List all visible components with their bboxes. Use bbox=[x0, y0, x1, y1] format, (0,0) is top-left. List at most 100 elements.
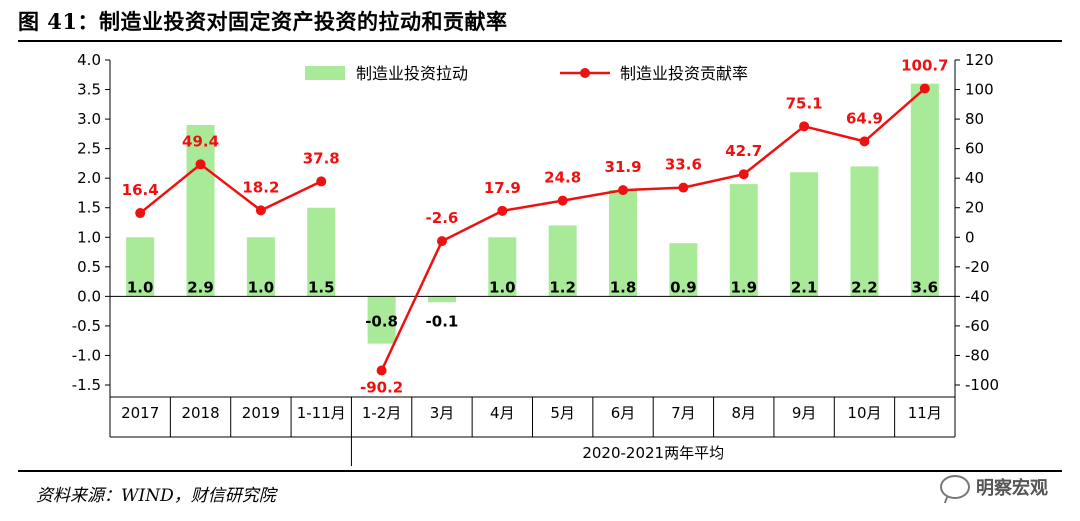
legend-line-label: 制造业投资贡献率 bbox=[620, 64, 748, 83]
left-tick-label-1: 3.5 bbox=[77, 81, 101, 99]
right-tick-label-7: -20 bbox=[965, 258, 990, 276]
line-point-6 bbox=[497, 205, 508, 216]
bar-value-label-11: 2.1 bbox=[791, 278, 818, 296]
group-label: 2020-2021两年平均 bbox=[582, 444, 724, 462]
line-value-label-2: 18.2 bbox=[242, 178, 279, 196]
line-point-5 bbox=[436, 236, 447, 247]
line-point-10 bbox=[738, 169, 749, 180]
bar-value-label-3: 1.5 bbox=[308, 278, 335, 296]
bar-value-label-1: 2.9 bbox=[187, 278, 214, 296]
bar-11 bbox=[790, 172, 819, 297]
line-value-label-6: 17.9 bbox=[484, 179, 521, 197]
category-label-6: 4月 bbox=[490, 404, 515, 422]
line-segment-2 bbox=[380, 87, 926, 372]
bar-value-label-10: 1.9 bbox=[730, 278, 757, 296]
line-point-8 bbox=[618, 185, 629, 196]
category-label-9: 7月 bbox=[671, 404, 696, 422]
left-tick-label-3: 2.5 bbox=[77, 140, 101, 158]
source-note: 资料来源：WIND，财信研究院 bbox=[36, 486, 276, 506]
bar-value-label-13: 3.6 bbox=[912, 278, 939, 296]
line-value-label-13: 100.7 bbox=[901, 57, 948, 75]
category-label-3: 1-11月 bbox=[297, 404, 346, 422]
watermark: 明察宏观 bbox=[940, 474, 1048, 500]
wechat-icon bbox=[940, 475, 970, 499]
watermark-text: 明察宏观 bbox=[976, 478, 1048, 499]
right-tick-label-6: 0 bbox=[965, 228, 975, 246]
bottom-rule bbox=[18, 470, 1062, 472]
line-value-label-7: 24.8 bbox=[544, 169, 581, 187]
right-tick-label-0: 120 bbox=[965, 51, 994, 69]
line-value-label-11: 75.1 bbox=[786, 94, 823, 112]
right-tick-label-9: -60 bbox=[965, 317, 990, 335]
category-label-1: 2018 bbox=[181, 404, 219, 422]
bar-7 bbox=[548, 225, 577, 297]
bar-13 bbox=[910, 83, 939, 297]
left-tick-label-11: -1.5 bbox=[72, 376, 101, 394]
bar-value-label-0: 1.0 bbox=[127, 278, 154, 296]
bar-12 bbox=[850, 166, 879, 297]
category-label-5: 3月 bbox=[430, 404, 455, 422]
line-value-label-1: 49.4 bbox=[182, 132, 219, 150]
line-point-7 bbox=[557, 195, 568, 206]
category-label-11: 9月 bbox=[792, 404, 817, 422]
legend-line-marker bbox=[580, 68, 590, 78]
category-label-10: 8月 bbox=[731, 404, 756, 422]
line-value-label-9: 33.6 bbox=[665, 156, 702, 174]
bar-value-label-12: 2.2 bbox=[851, 278, 878, 296]
right-tick-label-11: -100 bbox=[965, 376, 999, 394]
line-point-13 bbox=[919, 83, 930, 94]
right-tick-label-8: -40 bbox=[965, 287, 990, 305]
left-tick-label-6: 1.0 bbox=[77, 228, 101, 246]
right-tick-label-10: -80 bbox=[965, 346, 990, 364]
left-tick-label-9: -0.5 bbox=[72, 317, 101, 335]
line-value-label-3: 37.8 bbox=[303, 149, 340, 167]
left-tick-label-7: 0.5 bbox=[77, 258, 101, 276]
bar-value-label-4: -0.8 bbox=[365, 312, 398, 330]
left-tick-label-5: 1.5 bbox=[77, 199, 101, 217]
bar-5 bbox=[427, 296, 456, 303]
line-segment-1 bbox=[139, 162, 322, 215]
line-point-2 bbox=[255, 205, 266, 216]
right-tick-label-5: 20 bbox=[965, 199, 984, 217]
title-rule bbox=[18, 40, 1062, 42]
line-point-12 bbox=[859, 136, 870, 147]
bar-value-label-9: 0.9 bbox=[670, 278, 697, 296]
category-label-8: 6月 bbox=[611, 404, 636, 422]
bar-0 bbox=[126, 237, 155, 297]
legend-bar-swatch bbox=[305, 66, 345, 80]
right-tick-label-3: 60 bbox=[965, 140, 984, 158]
line-value-label-0: 16.4 bbox=[122, 181, 159, 199]
right-tick-label-1: 100 bbox=[965, 81, 994, 99]
line-value-label-4: -90.2 bbox=[360, 379, 403, 397]
bar-value-label-6: 1.0 bbox=[489, 278, 516, 296]
category-label-2: 2019 bbox=[242, 404, 280, 422]
left-tick-label-2: 3.0 bbox=[77, 110, 101, 128]
bar-1 bbox=[186, 125, 215, 297]
left-tick-label-0: 4.0 bbox=[77, 51, 101, 69]
legend-bar-label: 制造业投资拉动 bbox=[356, 64, 468, 83]
line-point-0 bbox=[135, 208, 146, 219]
left-tick-label-8: 0.0 bbox=[77, 287, 101, 305]
right-tick-label-2: 80 bbox=[965, 110, 984, 128]
bar-value-label-5: -0.1 bbox=[426, 312, 459, 330]
bar-8 bbox=[609, 190, 638, 297]
line-point-3 bbox=[316, 176, 327, 187]
bar-value-label-2: 1.0 bbox=[248, 278, 275, 296]
left-tick-label-10: -1.0 bbox=[72, 346, 101, 364]
bar-value-label-7: 1.2 bbox=[549, 278, 576, 296]
line-value-label-10: 42.7 bbox=[725, 142, 762, 160]
line-value-label-8: 31.9 bbox=[605, 158, 642, 176]
chart-title: 图 41：制造业投资对固定资产投资的拉动和贡献率 bbox=[18, 9, 508, 34]
category-label-4: 1-2月 bbox=[362, 404, 402, 422]
line-value-label-5: -2.6 bbox=[426, 209, 459, 227]
line-point-1 bbox=[195, 159, 206, 170]
category-label-0: 2017 bbox=[121, 404, 159, 422]
bar-4 bbox=[367, 296, 396, 344]
line-point-4 bbox=[376, 365, 387, 376]
bar-value-label-8: 1.8 bbox=[610, 278, 637, 296]
bar-9 bbox=[669, 243, 698, 297]
bar-2 bbox=[246, 237, 275, 297]
line-point-9 bbox=[678, 182, 689, 193]
category-label-12: 10月 bbox=[847, 404, 881, 422]
